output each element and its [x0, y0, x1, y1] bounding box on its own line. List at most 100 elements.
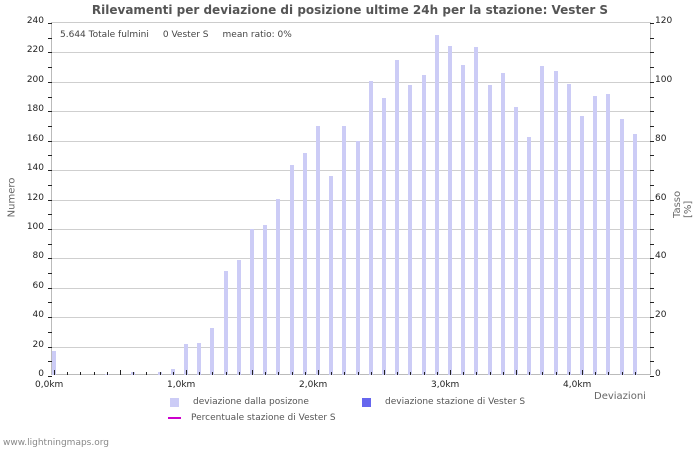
y2-tick: [650, 184, 654, 186]
bar: [342, 126, 347, 375]
bar: [514, 107, 518, 375]
x-tick: [186, 370, 187, 375]
bar: [184, 344, 188, 375]
y2-tick: [650, 287, 654, 289]
gridline: [52, 199, 650, 201]
x-tick-label: 0,0km: [35, 380, 64, 390]
y-tick: [48, 317, 52, 319]
gridline: [52, 140, 650, 142]
bar: [500, 73, 505, 375]
bar: [553, 70, 558, 375]
plot-area: [48, 22, 654, 377]
bar: [368, 80, 373, 375]
y2-tick: [650, 81, 654, 83]
x-tick: [555, 372, 557, 375]
info-summary: 5.644 Totale fulmini 0 Vester S mean ratio…: [60, 30, 306, 40]
x-tick: [67, 372, 69, 375]
y-tick: [48, 37, 52, 39]
y-tick-label: 40: [32, 310, 44, 321]
bar: [236, 260, 241, 375]
y-tick: [48, 111, 52, 113]
y2-tick: [650, 23, 654, 24]
y-tick: [48, 273, 52, 275]
gridline: [52, 52, 650, 54]
y-tick: [48, 96, 52, 98]
x-tick-label: 2,0km: [299, 380, 328, 390]
y2-tick: [650, 125, 654, 127]
y-tick-label: 180: [26, 104, 44, 115]
y-tick-label: 20: [32, 339, 44, 350]
legend-swatch-light-icon: [170, 397, 179, 407]
footer-credit: www.lightningmaps.org: [3, 438, 109, 448]
station-count: 0 Vester S: [162, 30, 209, 40]
legend-item-percentage: Percentuale stazione di Vester S: [168, 413, 336, 423]
y2-tick: [650, 67, 654, 69]
bar: [250, 229, 254, 375]
bar: [580, 116, 584, 375]
y-tick: [48, 125, 52, 127]
x-tick: [212, 372, 214, 375]
gridline: [52, 111, 650, 113]
y2-tick-label: 80: [655, 133, 667, 144]
y2-tick: [650, 52, 654, 54]
gridline: [52, 228, 650, 230]
y2-tick-label: 20: [655, 310, 667, 321]
bar: [408, 85, 413, 375]
y-tick-label: 0: [38, 369, 44, 379]
y-tick: [48, 170, 52, 172]
y-tick: [48, 376, 52, 377]
y2-tick: [650, 199, 654, 201]
x-tick-label: 3,0km: [431, 380, 460, 390]
y-tick: [48, 67, 52, 69]
y2-tick: [650, 170, 654, 172]
y2-tick: [650, 37, 654, 39]
y2-tick: [650, 258, 654, 260]
bar: [540, 66, 545, 375]
y-tick-label: 120: [26, 192, 44, 203]
gridline: [52, 317, 650, 319]
y-tick: [48, 23, 52, 24]
y2-tick: [650, 155, 654, 157]
y-tick: [48, 302, 52, 304]
gridline: [52, 346, 650, 348]
x-tick: [344, 372, 346, 375]
x-tick: [542, 372, 544, 375]
bar: [632, 133, 637, 375]
y-tick: [48, 214, 52, 216]
y2-tick-label: 0: [655, 369, 661, 379]
y2-tick: [650, 214, 654, 216]
y-tick: [48, 243, 52, 245]
y2-tick: [650, 111, 654, 113]
x-tick: [120, 370, 121, 375]
bar: [52, 351, 56, 375]
gridline: [52, 258, 650, 260]
x-tick: [331, 372, 333, 375]
legend-item-deviation: deviazione dalla posizone: [170, 397, 309, 407]
x-tick: [608, 372, 610, 375]
x-tick: [634, 372, 636, 375]
x-tick: [397, 372, 399, 375]
y-tick: [48, 287, 52, 289]
y-tick-label: 140: [26, 163, 44, 174]
x-tick: [582, 370, 583, 375]
x-tick: [357, 372, 359, 375]
x-tick: [568, 372, 570, 375]
gridline: [52, 287, 650, 289]
y-axis-right-title: Tasso [%]: [672, 190, 694, 218]
bar: [593, 95, 598, 375]
x-tick: [370, 372, 372, 375]
bar: [421, 74, 426, 375]
x-tick: [225, 372, 227, 375]
bar: [382, 98, 386, 375]
y2-tick: [650, 302, 654, 304]
bar: [434, 35, 439, 375]
y2-tick: [650, 228, 654, 230]
x-tick: [476, 372, 478, 375]
bar: [329, 176, 334, 375]
y-tick: [48, 331, 52, 333]
bar: [223, 270, 228, 375]
y2-tick: [650, 361, 654, 363]
y2-tick-label: 40: [655, 251, 667, 262]
x-tick: [436, 372, 438, 375]
x-tick: [463, 372, 465, 375]
